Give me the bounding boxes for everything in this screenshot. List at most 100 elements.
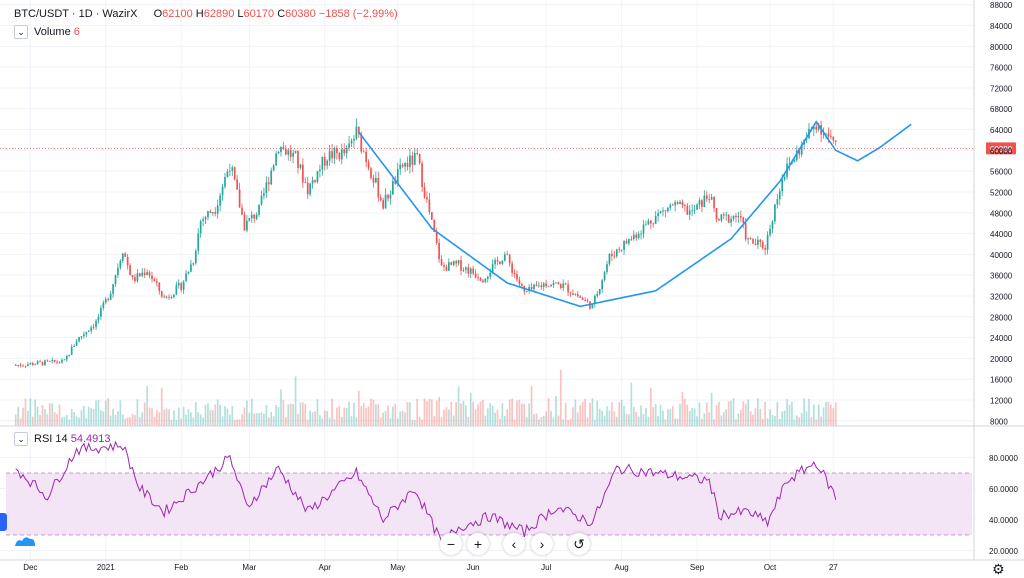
volume-bar xyxy=(440,416,443,426)
candle-body xyxy=(302,164,304,183)
volume-bar xyxy=(421,419,423,426)
volume-bar xyxy=(482,399,484,426)
volume-bar xyxy=(508,399,511,426)
candle-body xyxy=(798,150,801,155)
candle-body xyxy=(80,336,83,338)
tradingview-logo-icon[interactable] xyxy=(14,534,36,548)
rsi-legend: ⌄ RSI 14 54.4913 xyxy=(14,432,110,446)
volume-bar xyxy=(136,399,139,426)
candle-body xyxy=(630,239,633,240)
volume-bar xyxy=(41,405,44,426)
volume-bar xyxy=(97,399,100,426)
volume-label[interactable]: Volume xyxy=(34,25,71,38)
candle-body xyxy=(764,248,767,250)
volume-bar xyxy=(350,416,353,426)
candle-body xyxy=(399,164,402,170)
candle-body xyxy=(457,260,460,264)
candle-body xyxy=(752,239,754,244)
volume-bar xyxy=(131,413,134,426)
volume-bar xyxy=(284,417,287,426)
candle-body xyxy=(231,167,234,171)
candle-body xyxy=(567,284,569,293)
candle-body xyxy=(22,365,24,367)
volume-bar xyxy=(199,414,202,426)
candle-body xyxy=(282,146,285,149)
candle-body xyxy=(401,164,404,167)
zoom-in-button[interactable]: + xyxy=(467,533,489,555)
candle-body xyxy=(328,151,331,161)
overlay-layer: 60380 xyxy=(0,120,1016,308)
volume-bar xyxy=(17,407,20,426)
volume-bar xyxy=(766,418,769,426)
candle-body xyxy=(350,140,353,144)
volume-bar xyxy=(744,403,747,426)
candle-body xyxy=(409,155,411,167)
candle-body xyxy=(691,209,694,211)
volume-bar xyxy=(319,415,321,426)
candle-body xyxy=(662,210,664,212)
volume-bar xyxy=(589,402,591,426)
volume-bar xyxy=(630,382,633,426)
volume-bar xyxy=(209,410,212,426)
candle-body xyxy=(321,156,324,170)
close-label: C xyxy=(277,8,286,20)
rsi-label[interactable]: RSI 14 xyxy=(34,432,68,445)
volume-bar xyxy=(170,419,173,426)
rsi-collapse-chevron-icon[interactable]: ⌄ xyxy=(14,432,28,446)
scroll-right-button[interactable]: › xyxy=(531,533,553,555)
candle-body xyxy=(319,169,321,172)
volume-bar xyxy=(606,406,608,426)
candle-body xyxy=(447,262,450,271)
volume-bar xyxy=(613,411,616,426)
reset-chart-button[interactable]: ↺ xyxy=(568,533,590,555)
volume-bar xyxy=(323,410,326,426)
candle-body xyxy=(832,136,835,141)
candle-body xyxy=(652,223,655,225)
candle-body xyxy=(482,280,484,283)
candle-body xyxy=(102,302,105,308)
candle-body xyxy=(611,253,613,256)
volume-bar xyxy=(499,418,501,426)
volume-bar xyxy=(34,399,37,426)
zoom-out-button[interactable]: − xyxy=(440,533,462,555)
side-panel-toggle[interactable] xyxy=(0,513,7,531)
candle-body xyxy=(370,168,372,179)
volume-bar xyxy=(121,414,124,426)
symbol-title[interactable]: BTC/USDT · 1D · WazirX xyxy=(14,8,138,20)
candle-body xyxy=(107,298,110,300)
volume-bar xyxy=(29,398,32,426)
candle-body xyxy=(100,307,102,317)
candle-body xyxy=(620,249,623,251)
candle-body xyxy=(17,364,20,366)
time-tick-label: 27 xyxy=(829,563,838,572)
volume-bar xyxy=(525,417,528,426)
volume-bar xyxy=(333,419,336,426)
candle-body xyxy=(613,255,616,257)
candle-body xyxy=(525,291,528,292)
candle-body xyxy=(501,260,504,264)
candle-body xyxy=(165,296,168,298)
volume-bar xyxy=(596,400,599,426)
volume-bar xyxy=(396,418,399,426)
candle-body xyxy=(542,283,545,287)
volume-bar xyxy=(275,404,277,426)
candle-layer[interactable] xyxy=(14,118,837,369)
gear-icon[interactable]: ⚙ xyxy=(992,561,1005,577)
collapse-chevron-icon[interactable]: ⌄ xyxy=(14,25,28,39)
candle-body xyxy=(90,327,93,331)
rsi-layer[interactable] xyxy=(6,440,972,544)
volume-bar xyxy=(542,415,545,426)
high-label: H xyxy=(195,8,204,20)
volume-bar xyxy=(255,413,258,426)
volume-bar xyxy=(601,410,603,426)
candle-body xyxy=(781,179,784,192)
volume-bar xyxy=(720,415,723,426)
candle-body xyxy=(645,224,647,226)
scroll-left-button[interactable]: ‹ xyxy=(503,533,525,555)
volume-bar xyxy=(248,412,251,426)
candle-body xyxy=(540,285,543,287)
volume-bar xyxy=(182,406,185,426)
volume-bar xyxy=(625,413,628,426)
candle-body xyxy=(287,150,290,155)
candle-body xyxy=(92,326,95,328)
